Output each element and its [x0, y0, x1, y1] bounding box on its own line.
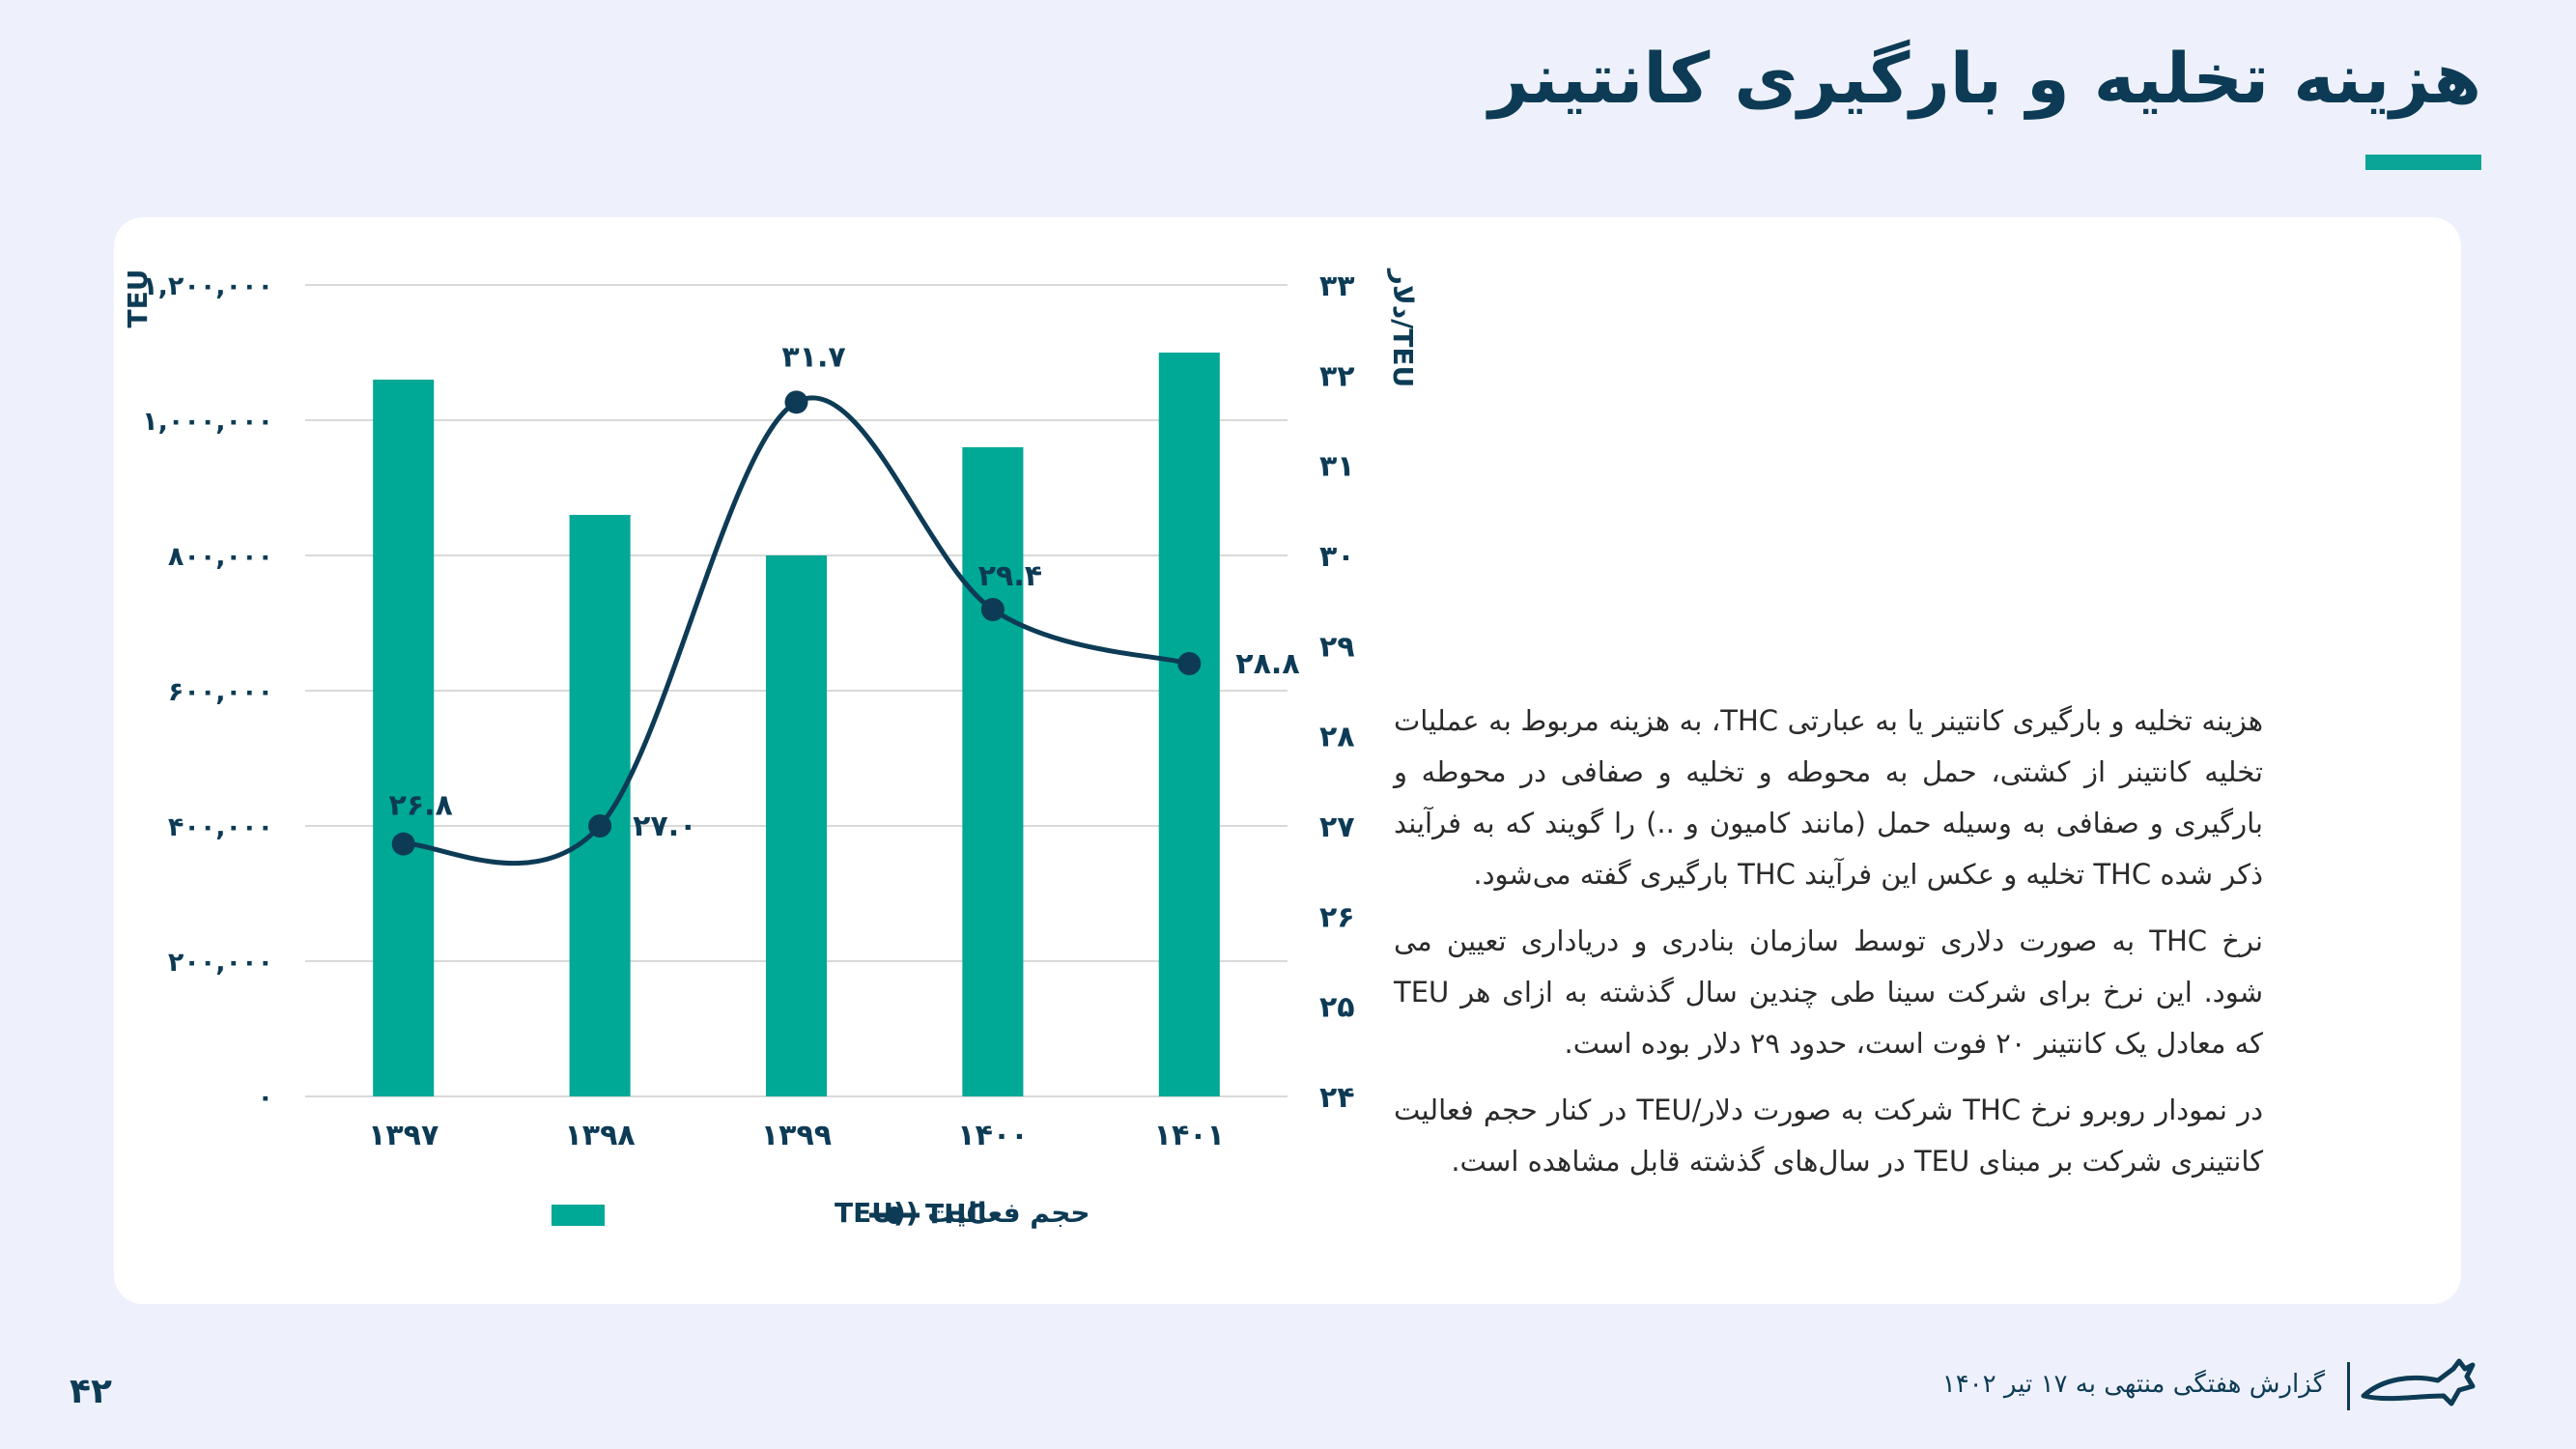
left-axis-tick-label: ۴۰۰,۰۰۰	[168, 812, 273, 842]
x-axis-tick-label: ۱۴۰۰	[957, 1119, 1028, 1152]
right-axis-tick-label: ۳۳	[1319, 270, 1355, 303]
thc-data-label: ۲۷.۰	[633, 810, 696, 843]
thc-data-label: ۲۶.۸	[389, 789, 453, 823]
right-axis-tick-label: ۲۹	[1319, 630, 1355, 664]
right-axis-label: دلار/TEU	[1387, 268, 1419, 388]
x-axis-tick-label: ۱۴۰۱	[1154, 1119, 1225, 1152]
left-axis-tick-label: ۱,۲۰۰,۰۰۰	[142, 271, 273, 301]
thc-point	[1177, 652, 1202, 675]
title-underline	[2365, 155, 2481, 170]
description-text: هزینه تخلیه و بارگیری کانتینر یا به عبار…	[1394, 696, 2263, 1203]
right-axis-tick-label: ۲۸	[1319, 721, 1355, 754]
thc-data-label: ۲۹.۴	[978, 559, 1042, 593]
legend: حجم فعالیت ((TEU THC	[552, 1197, 1090, 1230]
right-axis-tick-label: ۲۷	[1319, 810, 1355, 844]
footer-report-text: گزارش هفتگی منتهی به ۱۷ تیر ۱۴۰۲	[1941, 1370, 2325, 1399]
x-axis-ticks: ۱۳۹۷ ۱۳۹۸ ۱۳۹۹ ۱۴۰۰ ۱۴۰۱	[368, 1119, 1225, 1152]
bar	[569, 515, 631, 1096]
left-axis-tick-label: ۱,۰۰۰,۰۰۰	[142, 407, 273, 437]
x-axis-tick-label: ۱۳۹۷	[368, 1119, 439, 1152]
x-axis-tick-label: ۱۳۹۸	[564, 1119, 635, 1152]
left-axis-tick-label: ۸۰۰,۰۰۰	[168, 542, 273, 572]
bar	[962, 447, 1024, 1096]
thc-point	[588, 814, 612, 838]
bull-logo-icon	[2361, 1358, 2476, 1406]
right-axis-tick-label: ۲۵	[1319, 991, 1355, 1025]
left-axis-ticks: ۰ ۲۰۰,۰۰۰ ۴۰۰,۰۰۰ ۶۰۰,۰۰۰ ۸۰۰,۰۰۰ ۱,۰۰۰,۰۰۰ ۱,…	[142, 271, 273, 1113]
thc-data-label: ۲۸.۸	[1235, 647, 1299, 681]
right-axis-tick-label: ۳۱	[1319, 450, 1355, 484]
x-axis-tick-label: ۱۳۹۹	[761, 1119, 832, 1152]
right-axis-tick-label: ۳۰	[1319, 540, 1355, 574]
page-number: ۴۲	[70, 1372, 112, 1411]
thc-point	[784, 390, 808, 414]
line-series	[391, 390, 1202, 867]
bar	[1158, 353, 1220, 1096]
combo-chart: ۰ ۲۰۰,۰۰۰ ۴۰۰,۰۰۰ ۶۰۰,۰۰۰ ۸۰۰,۰۰۰ ۱,۰۰۰,۰۰۰ ۱,…	[122, 268, 1419, 1230]
legend-line-label: THC	[925, 1198, 986, 1230]
right-axis-tick-label: ۲۴	[1319, 1081, 1355, 1115]
thc-point	[980, 598, 1005, 621]
right-axis-tick-label: ۳۲	[1319, 359, 1355, 393]
bar-series	[373, 353, 1220, 1096]
right-axis-ticks: ۲۴ ۲۵ ۲۶ ۲۷ ۲۸ ۲۹ ۳۰ ۳۱ ۳۲ ۳۳	[1319, 270, 1355, 1115]
left-axis-tick-label: ۶۰۰,۰۰۰	[168, 677, 273, 707]
content-card: ۰ ۲۰۰,۰۰۰ ۴۰۰,۰۰۰ ۶۰۰,۰۰۰ ۸۰۰,۰۰۰ ۱,۰۰۰,۰۰۰ ۱,…	[114, 217, 2461, 1304]
thc-point	[391, 832, 415, 856]
left-axis-label: TEU	[122, 270, 154, 328]
bar	[373, 380, 435, 1096]
page-title: هزینه تخلیه و بارگیری کانتینر	[1488, 38, 2481, 119]
description-paragraph-3: در نمودار روبرو نرخ THC شرکت به صورت دلا…	[1394, 1094, 2263, 1178]
bar	[765, 555, 828, 1096]
left-axis-tick-label: ۰	[258, 1083, 273, 1113]
legend-line-marker	[886, 1207, 903, 1224]
legend-bar-swatch	[552, 1205, 605, 1226]
left-axis-tick-label: ۲۰۰,۰۰۰	[168, 948, 273, 978]
thc-data-label: ۳۱.۷	[781, 340, 845, 374]
right-axis-tick-label: ۲۶	[1319, 900, 1355, 934]
description-paragraph-1: هزینه تخلیه و بارگیری کانتینر یا به عبار…	[1394, 704, 2264, 891]
data-labels: ۲۶.۸ ۲۷.۰ ۳۱.۷ ۲۹.۴ ۲۸.۸	[389, 340, 1300, 843]
footer-divider	[2347, 1362, 2350, 1410]
description-paragraph-2: نرخ THC به صورت دلاری توسط سازمان بنادری…	[1394, 924, 2263, 1060]
